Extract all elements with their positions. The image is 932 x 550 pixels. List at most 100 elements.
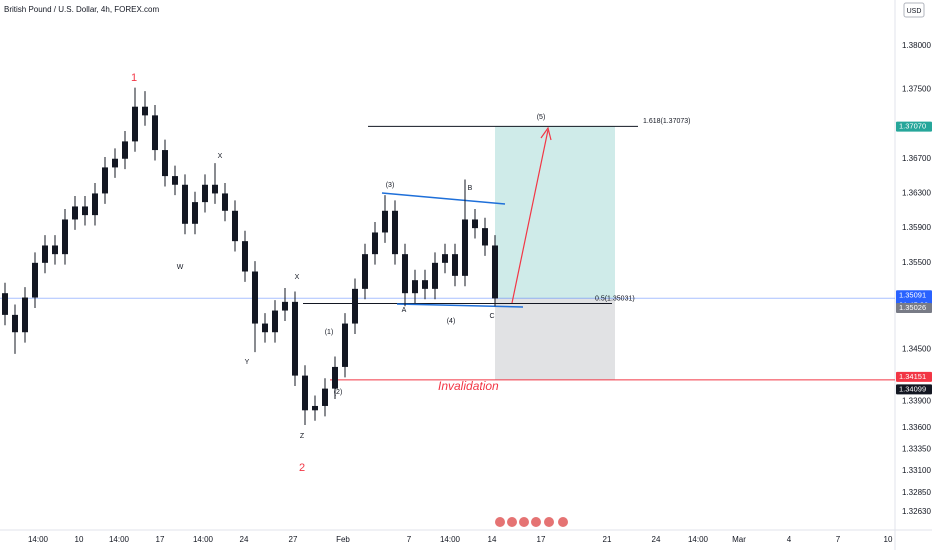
x-tick-label: Feb [336, 535, 350, 544]
candle-body [422, 280, 428, 289]
candle-body [432, 262, 438, 289]
y-tick-label: 1.38000 [902, 41, 931, 50]
candle-body [372, 232, 378, 255]
candle-body [442, 254, 448, 263]
candle-body [292, 301, 298, 376]
x-tick-label: 27 [289, 535, 298, 544]
candle-body [102, 167, 108, 194]
price-tag-label: 1.34099 [899, 384, 926, 393]
y-tick-label: 1.33100 [902, 466, 931, 475]
y-tick-label: 1.32850 [902, 488, 931, 497]
candle-body [62, 219, 68, 255]
y-tick-label: 1.33900 [902, 397, 931, 406]
candle-body [402, 254, 408, 294]
candle-body [282, 301, 288, 311]
fib-label: 1.618(1.37073) [643, 118, 690, 125]
x-tick-label: 7 [407, 535, 412, 544]
candle-body [202, 184, 208, 203]
wave-label: X [295, 274, 300, 281]
candle-body [72, 206, 78, 220]
candle-body [382, 210, 388, 233]
x-tick-label: 14:00 [440, 535, 461, 544]
x-tick-label: 14 [488, 535, 497, 544]
candle-body [22, 297, 28, 333]
target-zone [495, 126, 615, 299]
candle-body [192, 202, 198, 224]
wave-label: (2) [334, 389, 343, 396]
candle-body [112, 158, 118, 168]
x-tick-label: 17 [537, 535, 546, 544]
y-tick-label: 1.35500 [902, 258, 931, 267]
price-tag-label: 1.34151 [899, 372, 926, 381]
candle-body [32, 262, 38, 298]
candle-body [42, 245, 48, 263]
chart-title: British Pound / U.S. Dollar, 4h, FOREX.c… [4, 5, 160, 14]
wave-label: Z [300, 433, 305, 440]
candle-body [362, 254, 368, 289]
y-tick-label: 1.34500 [902, 345, 931, 354]
y-tick-label: 1.32630 [902, 507, 931, 516]
candle-body [2, 293, 8, 315]
candle-body [412, 280, 418, 294]
x-tick-label: 10 [884, 535, 893, 544]
wave-label: (1) [325, 329, 334, 336]
candle-body [142, 106, 148, 116]
candle-body [182, 184, 188, 224]
price-tag [896, 371, 932, 382]
price-tag-label: 1.37070 [899, 122, 926, 131]
x-tick-label: 17 [156, 535, 165, 544]
price-tag-label: 1.35026 [899, 303, 926, 312]
candle-body [332, 366, 338, 389]
candle-body [352, 288, 358, 324]
wave-label: (4) [447, 318, 456, 325]
wave-label: (5) [537, 114, 546, 121]
candle-body [12, 314, 18, 333]
candle-body [92, 193, 98, 216]
price-tag-label: 1.35091 [899, 290, 926, 299]
stop-zone [495, 298, 615, 380]
invalidation-label: Invalidation [438, 379, 499, 393]
y-tick-label: 1.35900 [902, 223, 931, 232]
x-tick-label: 10 [75, 535, 84, 544]
candle-body [312, 405, 318, 411]
y-tick-label: 1.33350 [902, 444, 931, 453]
candle-body [482, 228, 488, 246]
candle-body [222, 193, 228, 211]
y-tick-label: 1.33600 [902, 423, 931, 432]
trend-line [396, 303, 524, 308]
candle-body [492, 245, 498, 299]
y-tick-label: 1.36300 [902, 189, 931, 198]
x-tick-label: 14:00 [28, 535, 49, 544]
currency: USD [907, 8, 922, 15]
candle-body [392, 210, 398, 255]
currency-box[interactable] [903, 2, 925, 18]
x-tick-label: 21 [603, 535, 612, 544]
candle-body [162, 150, 168, 177]
candle-body [242, 241, 248, 272]
wave-label: A [402, 307, 407, 314]
candle-body [132, 106, 138, 142]
x-tick-label: Mar [732, 535, 746, 544]
wave-label: Y [245, 359, 250, 366]
candle-body [462, 219, 468, 276]
candle-body [322, 388, 328, 406]
candle-body [252, 271, 258, 324]
event-icons [495, 517, 568, 527]
x-tick-label: 14:00 [193, 535, 214, 544]
y-tick-label: 1.37500 [902, 84, 931, 93]
arrow-head [540, 126, 552, 141]
trend-line [381, 192, 506, 205]
wave-label: X [218, 153, 223, 160]
wave-label: (3) [386, 182, 395, 189]
x-tick-label: 14:00 [688, 535, 709, 544]
price-tag [896, 302, 932, 313]
candle-body [262, 323, 268, 333]
x-tick-label: 14:00 [109, 535, 130, 544]
candle-body [302, 375, 308, 411]
candle-body [272, 310, 278, 333]
x-tick-label: 7 [836, 535, 841, 544]
candle-body [472, 219, 478, 229]
wave-label: C [489, 313, 494, 320]
x-tick-label: 24 [652, 535, 661, 544]
